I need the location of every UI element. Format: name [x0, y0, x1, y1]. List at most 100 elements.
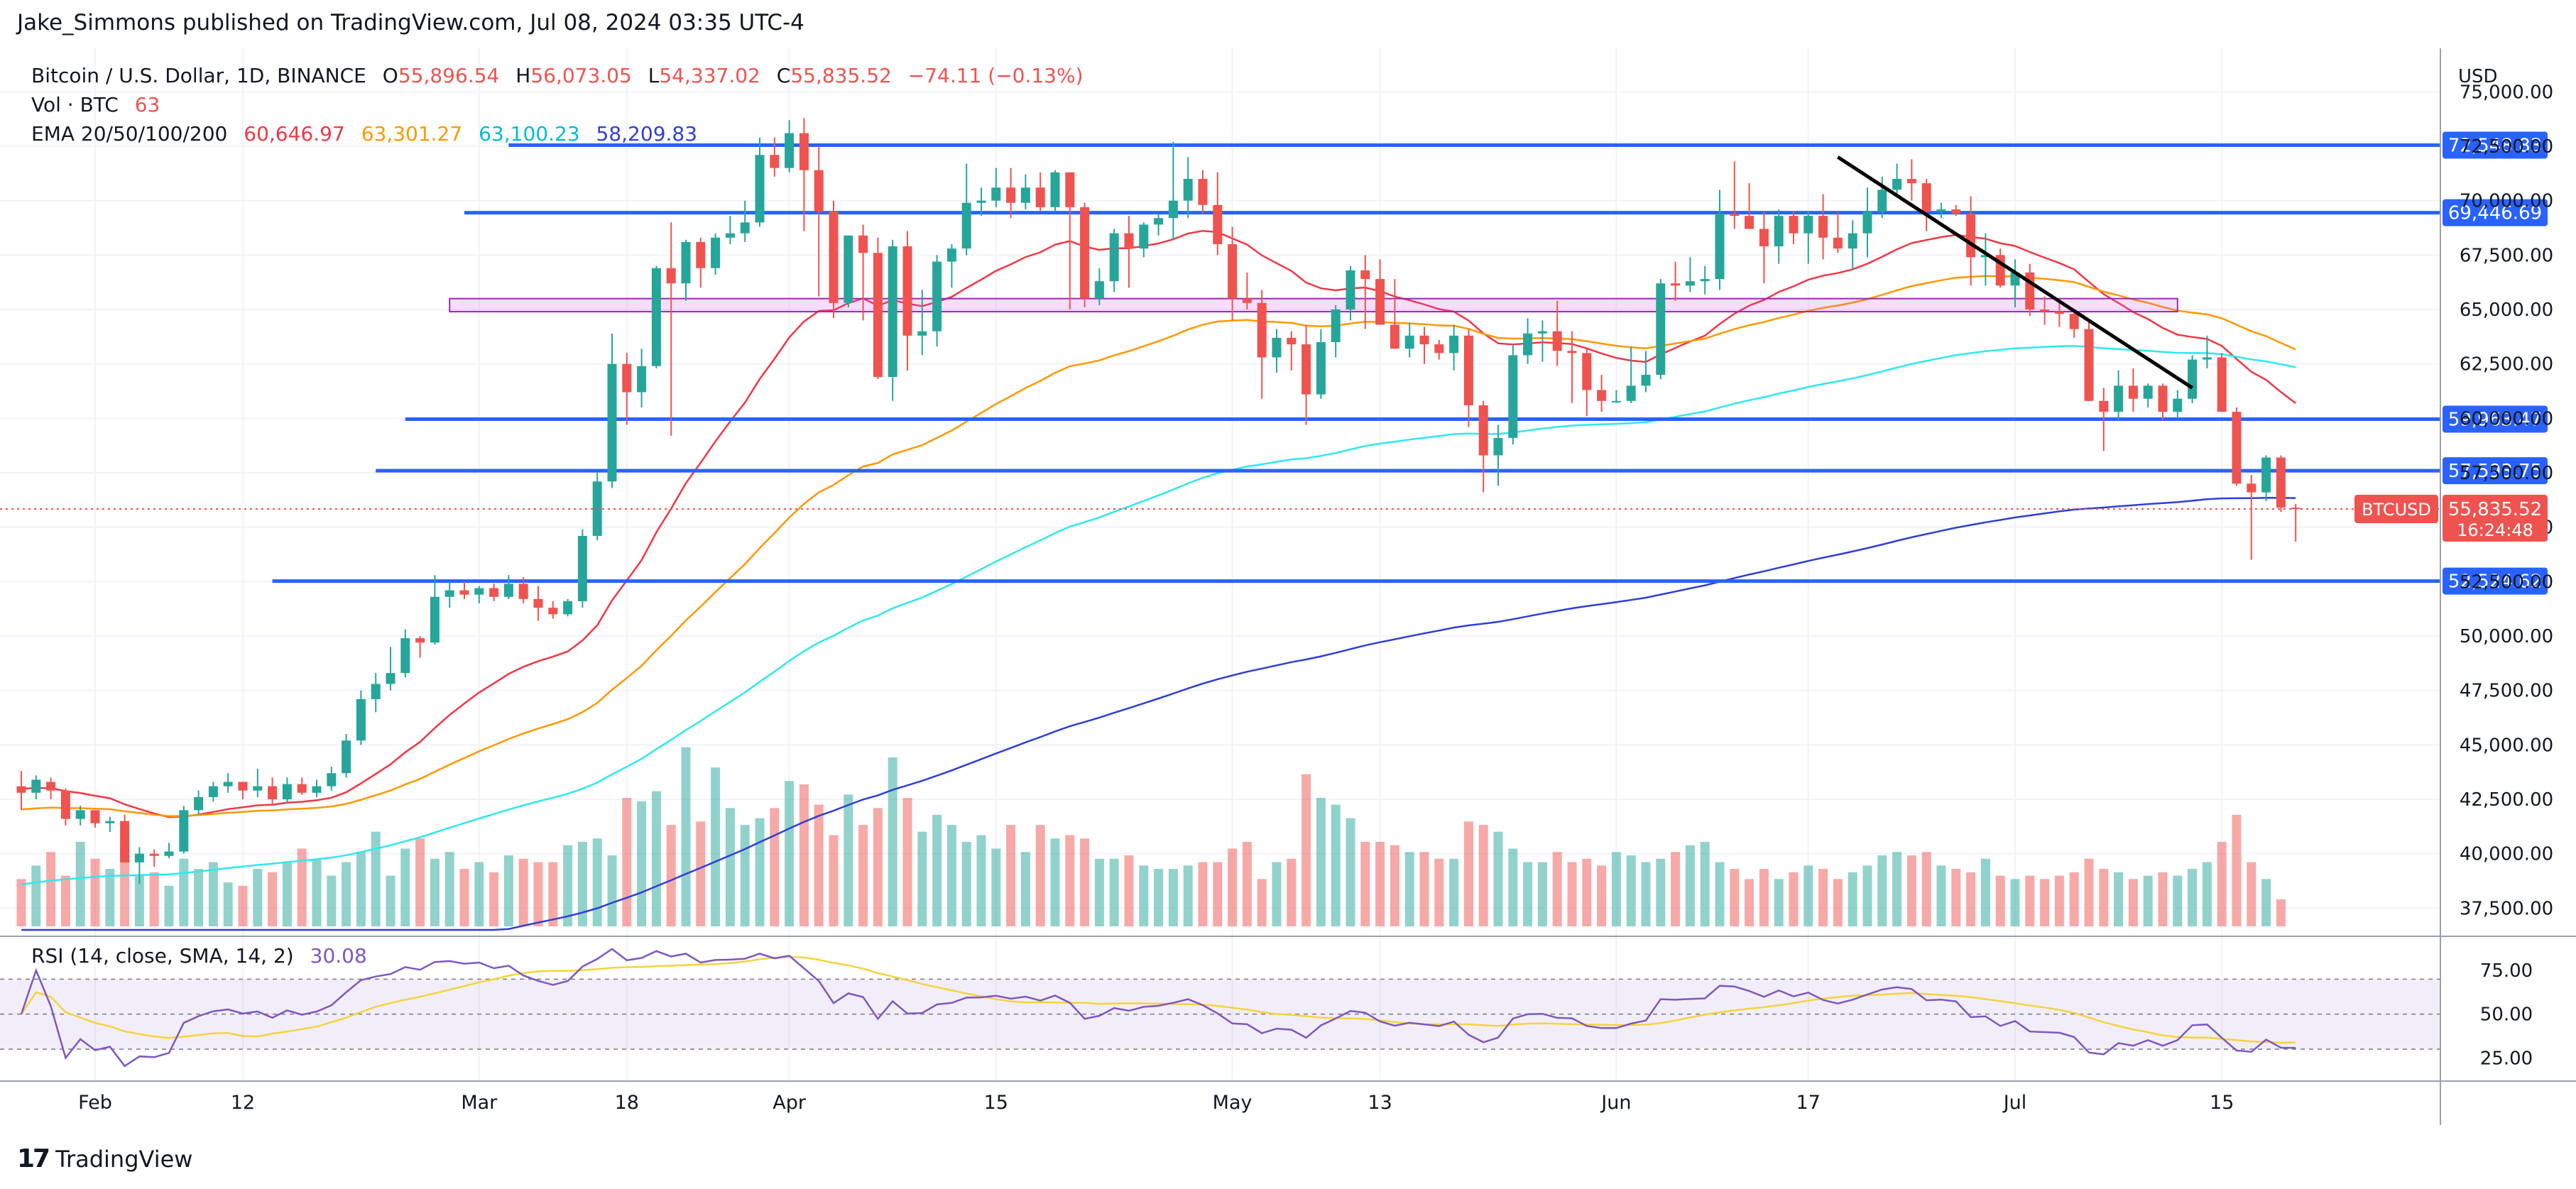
- volume-bar: [770, 808, 780, 926]
- candle-body: [770, 155, 780, 168]
- price-tick: 67,500.00: [2460, 245, 2553, 266]
- price-tick: 75,000.00: [2460, 82, 2553, 103]
- volume-bar: [2128, 879, 2138, 926]
- volume-bar: [1168, 869, 1178, 926]
- price-tag: 55,835.52: [2448, 499, 2542, 520]
- price-tick: 62,500.00: [2460, 354, 2553, 376]
- candle-body: [2261, 457, 2271, 493]
- time-tick: May: [1213, 1092, 1252, 1114]
- price-tick: 37,500.00: [2460, 898, 2553, 919]
- low-value: 54,337.02: [659, 64, 760, 87]
- volume-bar: [2232, 814, 2242, 926]
- ema20-value: 60,646.97: [244, 122, 345, 146]
- volume-bar: [2261, 879, 2271, 926]
- candle-body: [16, 786, 26, 793]
- price-tick: 57,500.00: [2460, 463, 2553, 484]
- volume-bar: [1139, 865, 1149, 926]
- volume-bar: [2276, 899, 2286, 926]
- volume-bar: [666, 825, 676, 926]
- volume-bar: [1213, 862, 1223, 926]
- candle-body: [2143, 385, 2153, 399]
- price-tick: 50,000.00: [2460, 626, 2553, 647]
- volume-bar: [312, 858, 322, 926]
- high-value: 56,073.05: [530, 64, 632, 87]
- volume-bar: [2114, 872, 2124, 926]
- volume-bar: [1789, 872, 1799, 926]
- candle-body: [1730, 214, 1740, 217]
- candle-body: [844, 235, 853, 303]
- brand-name: TradingView: [55, 1145, 193, 1173]
- candle-body: [1228, 244, 1238, 299]
- volume-bar: [1951, 869, 1961, 926]
- volume-bar: [1404, 852, 1414, 926]
- volume-bar: [858, 825, 868, 926]
- candle-body: [1848, 233, 1857, 249]
- volume-bar: [829, 835, 839, 926]
- candle-body: [31, 779, 41, 793]
- candle-body: [2232, 412, 2242, 484]
- volume-bar: [1419, 852, 1429, 926]
- horizontal-levels[interactable]: 72,548.83 69,446.69 59,963.47 57,593.75 52,5…: [272, 131, 2548, 595]
- volume-bar: [814, 804, 824, 926]
- legend-ema[interactable]: EMA 20/50/100/200 60,646.97 63,301.27 63…: [31, 122, 697, 146]
- volume-bar: [2173, 875, 2183, 926]
- candle-body: [1124, 233, 1134, 249]
- legend-volume[interactable]: Vol · BTC 63: [31, 93, 160, 116]
- candle-body: [1463, 335, 1473, 405]
- trendline[interactable]: [1837, 155, 2193, 390]
- volume-bar: [1094, 858, 1104, 926]
- price-tick: 40,000.00: [2460, 844, 2553, 865]
- low-label: L: [648, 64, 660, 87]
- symbol-tag: BTCUSD: [2362, 500, 2431, 520]
- time-axis[interactable]: 5Feb12Mar18Apr15May13Jun17Jul15: [0, 1092, 2234, 1114]
- legend-ohlc[interactable]: Bitcoin / U.S. Dollar, 1D, BINANCE O55,8…: [31, 64, 1084, 87]
- candles[interactable]: [16, 118, 2301, 884]
- volume-bar: [740, 825, 750, 926]
- candle-body: [1094, 281, 1104, 299]
- volume-bar: [60, 875, 70, 926]
- candle-body: [533, 598, 543, 608]
- price-axis[interactable]: 75,000.00 72,500.00 70,000.00 67,500.00 65,0…: [0, 82, 2553, 919]
- candle-body: [1921, 183, 1931, 212]
- volume-bar: [2025, 875, 2035, 926]
- time-tick: 13: [1368, 1092, 1392, 1114]
- publisher-line: Jake_Simmons published on TradingView.co…: [17, 10, 804, 35]
- candle-body: [2040, 309, 2050, 312]
- candle-body: [474, 588, 484, 595]
- candle-body: [134, 853, 144, 862]
- volume-bar: [503, 855, 513, 926]
- candle-body: [696, 241, 706, 268]
- volume-bar: [2099, 869, 2109, 926]
- candle-body: [1951, 209, 1961, 214]
- candle-body: [518, 583, 528, 599]
- currency-label[interactable]: USD: [2458, 66, 2498, 87]
- candle-body: [1434, 344, 1444, 354]
- candle-body: [164, 851, 174, 856]
- ema100-value: 63,100.23: [479, 122, 580, 146]
- volume-bar: [1936, 865, 1946, 926]
- candle-body: [888, 246, 897, 378]
- time-tick: Mar: [461, 1092, 498, 1114]
- volume-bar: [1242, 841, 1252, 926]
- volume-bar: [120, 845, 130, 926]
- volume-bar: [1346, 818, 1355, 926]
- volume-bar: [2158, 872, 2168, 926]
- volume-bar: [1050, 838, 1060, 926]
- candle-body: [1833, 237, 1843, 249]
- legend-rsi[interactable]: RSI (14, close, SMA, 14, 2) 30.08: [31, 944, 367, 968]
- rsi-value: 30.08: [310, 944, 367, 968]
- time-tick: 12: [231, 1092, 255, 1114]
- candle-body: [1419, 335, 1429, 345]
- volume-bar: [799, 784, 809, 926]
- tradingview-logo[interactable]: 𝟭𝟳 TradingView: [17, 1144, 192, 1173]
- candle-body: [2202, 357, 2212, 360]
- volume-bar: [1537, 862, 1547, 926]
- volume-bar: [991, 848, 1001, 926]
- candle-body: [400, 638, 410, 674]
- time-tick: 18: [615, 1092, 639, 1114]
- volume-bar: [725, 808, 735, 926]
- candle-body: [371, 684, 381, 699]
- candle-body: [740, 222, 750, 234]
- candle-body: [1582, 353, 1592, 390]
